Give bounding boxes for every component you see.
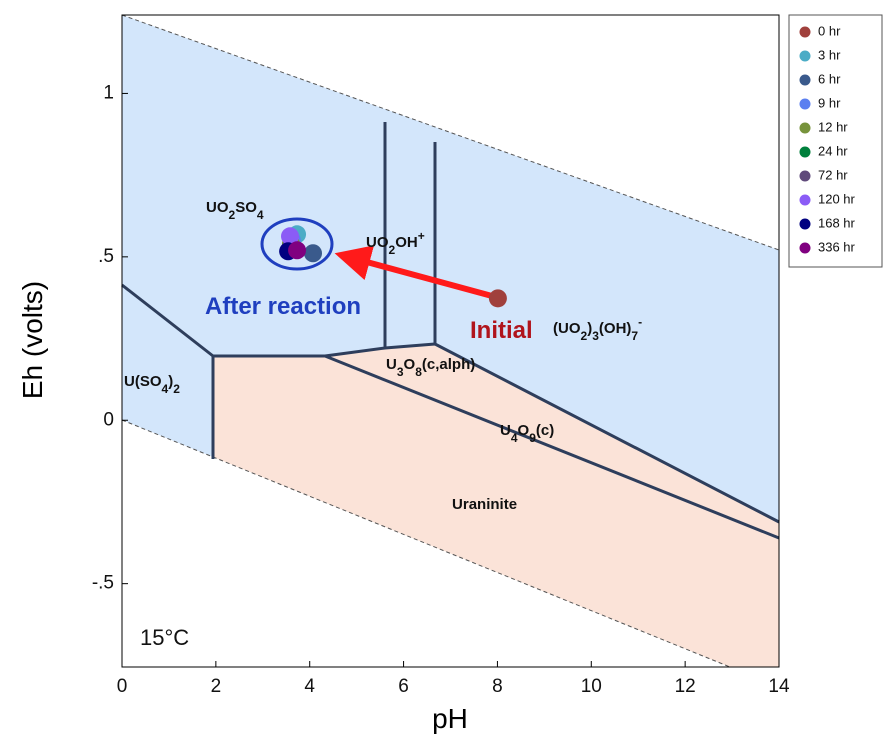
legend-marker [799, 26, 811, 38]
legend-marker [799, 170, 811, 182]
legend-marker [799, 194, 811, 206]
region-label: Uraninite [452, 496, 517, 513]
y-tick-label: -.5 [92, 573, 114, 594]
x-tick-label: 6 [398, 676, 409, 697]
region-label: UO2SO4 [206, 199, 264, 222]
legend-label: 168 hr [818, 215, 856, 230]
legend-label: 72 hr [818, 167, 848, 182]
annotations: UO2SO4 UO2OH+ (UO2)3(OH)7- U(SO4)2 U3O8(… [124, 199, 642, 650]
point [488, 289, 507, 308]
legend-marker [799, 122, 811, 134]
legend-label: 24 hr [818, 143, 848, 158]
region-label: U3O8(c,alph) [386, 356, 475, 379]
annotation: 15°C [140, 625, 189, 650]
x-tick-label: 4 [304, 676, 315, 697]
region-label: U(SO4)2 [124, 373, 180, 396]
point [288, 241, 307, 260]
legend-marker [799, 98, 811, 110]
x-tick-label: 0 [117, 676, 128, 697]
diagram-regions [121, 14, 780, 668]
legend-label: 3 hr [818, 47, 841, 62]
point [303, 244, 322, 263]
legend-marker [799, 74, 811, 86]
legend-label: 336 hr [818, 239, 856, 254]
y-tick-label: .5 [98, 246, 114, 267]
region-label: (UO2)3(OH)7- [553, 315, 642, 343]
legend-marker [799, 146, 811, 158]
legend-label: 0 hr [818, 23, 841, 38]
y-tick-label: 0 [103, 409, 114, 430]
legend-label: 12 hr [818, 119, 848, 134]
legend-label: 9 hr [818, 95, 841, 110]
x-axis-label: pH [432, 703, 468, 734]
x-tick-label: 8 [492, 676, 503, 697]
legend-marker [799, 218, 811, 230]
legend-marker [799, 242, 811, 254]
y-tick-label: 1 [103, 82, 114, 103]
legend-label: 6 hr [818, 71, 841, 86]
x-tick-label: 10 [581, 676, 602, 697]
y-axis-label: Eh (volts) [17, 281, 48, 399]
x-tick-label: 2 [211, 676, 222, 697]
plot-frame [121, 14, 780, 668]
point [281, 227, 300, 246]
x-tick-label: 12 [675, 676, 696, 697]
x-tick-label: 14 [768, 676, 790, 697]
annotation: After reaction [205, 293, 361, 320]
annotation: Initial [470, 317, 533, 344]
legend-marker [799, 50, 811, 62]
region-label: UO2OH+ [366, 229, 425, 257]
legend-label: 120 hr [818, 191, 856, 206]
region-label: U4O9(c) [500, 422, 554, 445]
